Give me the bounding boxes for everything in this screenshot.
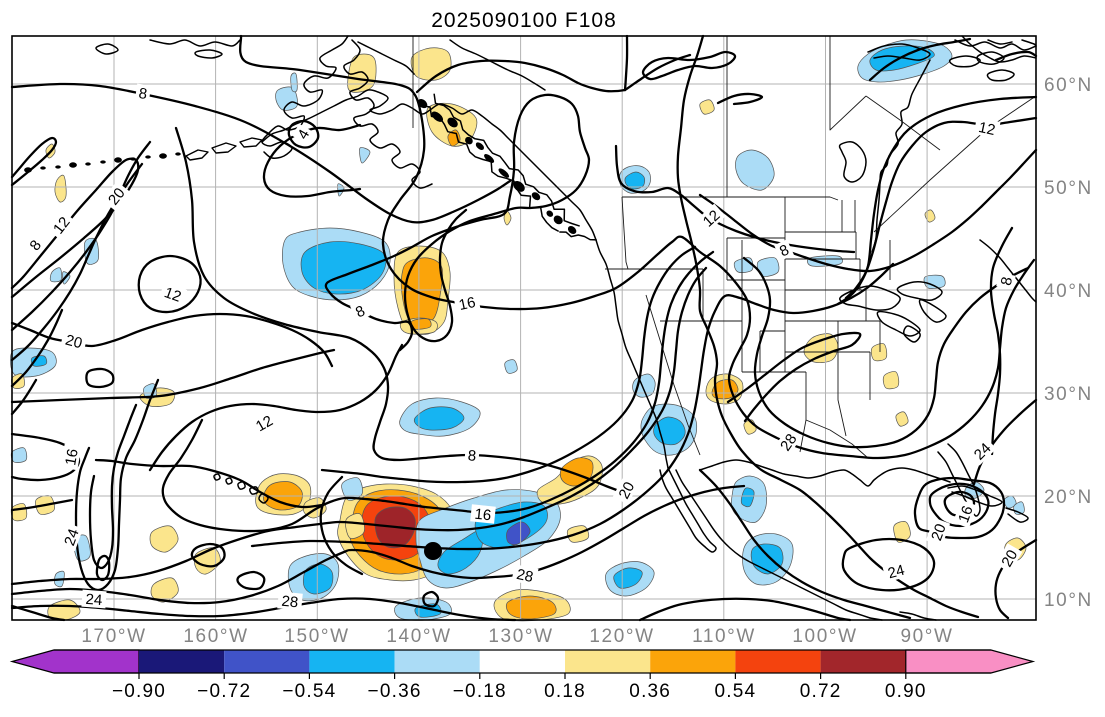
svg-text:20: 20 bbox=[928, 522, 950, 543]
svg-text:24: 24 bbox=[886, 562, 907, 583]
svg-text:110°W: 110°W bbox=[692, 626, 756, 647]
svg-text:−0.18: −0.18 bbox=[453, 681, 507, 702]
svg-text:28: 28 bbox=[777, 431, 800, 454]
svg-text:10°N: 10°N bbox=[1044, 590, 1093, 611]
svg-text:20: 20 bbox=[615, 479, 638, 502]
svg-text:0.72: 0.72 bbox=[800, 681, 842, 702]
svg-text:100°W: 100°W bbox=[792, 626, 857, 647]
svg-text:12: 12 bbox=[977, 119, 997, 139]
svg-text:12: 12 bbox=[50, 214, 74, 238]
svg-text:−0.36: −0.36 bbox=[368, 681, 422, 702]
svg-text:20: 20 bbox=[105, 185, 129, 209]
svg-text:2025090100 F108: 2025090100 F108 bbox=[431, 9, 617, 32]
svg-text:16: 16 bbox=[955, 504, 977, 525]
svg-text:28: 28 bbox=[515, 566, 535, 586]
svg-text:130°W: 130°W bbox=[488, 626, 553, 647]
svg-text:170°W: 170°W bbox=[81, 626, 146, 647]
svg-text:8: 8 bbox=[998, 275, 1016, 287]
svg-text:140°W: 140°W bbox=[386, 626, 451, 647]
svg-text:0.90: 0.90 bbox=[885, 681, 927, 702]
svg-text:12: 12 bbox=[162, 284, 183, 306]
svg-text:12: 12 bbox=[253, 412, 276, 435]
svg-text:8: 8 bbox=[138, 85, 149, 103]
svg-text:120°W: 120°W bbox=[589, 626, 654, 647]
svg-text:90°W: 90°W bbox=[900, 626, 953, 647]
svg-text:0.36: 0.36 bbox=[629, 681, 671, 702]
svg-text:−0.54: −0.54 bbox=[282, 681, 336, 702]
svg-text:50°N: 50°N bbox=[1044, 178, 1093, 199]
svg-text:150°W: 150°W bbox=[284, 626, 349, 647]
svg-text:24: 24 bbox=[85, 591, 103, 609]
svg-text:−0.72: −0.72 bbox=[197, 681, 251, 702]
svg-text:20°N: 20°N bbox=[1044, 487, 1093, 508]
svg-text:28: 28 bbox=[281, 593, 299, 612]
svg-text:0.54: 0.54 bbox=[715, 681, 757, 702]
svg-text:16: 16 bbox=[474, 506, 492, 525]
svg-text:60°N: 60°N bbox=[1044, 75, 1093, 96]
svg-text:160°W: 160°W bbox=[183, 626, 248, 647]
svg-text:8: 8 bbox=[467, 447, 477, 465]
svg-text:0.18: 0.18 bbox=[544, 681, 586, 702]
svg-text:−0.90: −0.90 bbox=[112, 681, 166, 702]
svg-text:30°N: 30°N bbox=[1044, 384, 1093, 405]
svg-text:24: 24 bbox=[61, 527, 83, 548]
svg-text:16: 16 bbox=[62, 447, 82, 466]
svg-text:20: 20 bbox=[63, 332, 84, 353]
svg-text:20: 20 bbox=[998, 547, 1021, 570]
svg-text:16: 16 bbox=[457, 294, 477, 314]
svg-text:40°N: 40°N bbox=[1044, 281, 1093, 302]
